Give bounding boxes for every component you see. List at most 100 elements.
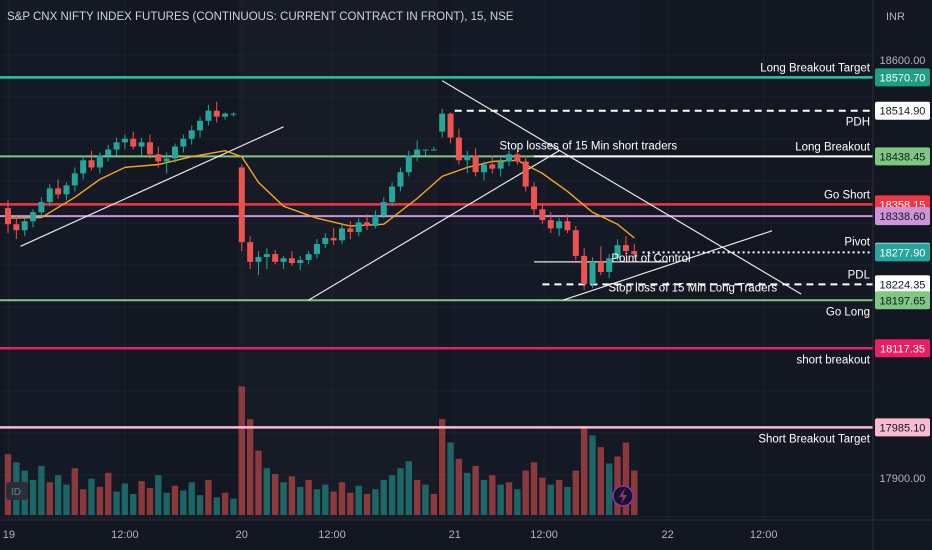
candle-body bbox=[146, 142, 153, 155]
candle-body bbox=[63, 185, 70, 195]
candle-body bbox=[547, 220, 554, 229]
price-badge-text: 18224.35 bbox=[880, 279, 926, 291]
candle-body bbox=[564, 221, 571, 231]
volume-bar bbox=[413, 479, 421, 515]
candle-body bbox=[113, 142, 120, 150]
lightning-icon[interactable] bbox=[612, 485, 634, 507]
candle-body bbox=[46, 188, 53, 203]
volume-bar bbox=[539, 477, 546, 515]
volume-bar bbox=[522, 470, 529, 515]
volume-bar bbox=[288, 476, 296, 515]
level-label: Long Breakout bbox=[795, 141, 871, 153]
candle-body bbox=[497, 161, 504, 169]
volume-bar bbox=[297, 486, 304, 515]
candle-body bbox=[480, 164, 487, 173]
volume-bar bbox=[113, 491, 120, 515]
volume-bars bbox=[4, 386, 638, 515]
volume-bar bbox=[572, 470, 579, 515]
candle-body bbox=[21, 221, 28, 231]
session-band bbox=[450, 0, 639, 550]
candle-body bbox=[238, 167, 245, 243]
candle-body bbox=[531, 186, 538, 210]
candle-body bbox=[380, 202, 387, 216]
candle-body bbox=[506, 154, 512, 162]
candle-body bbox=[397, 172, 404, 187]
price-badge bbox=[875, 207, 930, 226]
volume-bar bbox=[497, 484, 504, 515]
candle-body bbox=[364, 222, 371, 226]
volume-bar bbox=[505, 482, 513, 515]
volume-bar bbox=[88, 478, 95, 515]
candle-body bbox=[297, 260, 304, 264]
level-label: Short Breakout Target bbox=[758, 433, 870, 445]
candle-body bbox=[414, 149, 421, 156]
candle-body bbox=[581, 255, 588, 284]
candle-body bbox=[622, 245, 629, 252]
candle-body bbox=[522, 161, 529, 187]
price-badge bbox=[875, 147, 930, 166]
candle-body bbox=[80, 160, 87, 174]
volume-bar bbox=[631, 470, 638, 515]
price-badge-text: 18438.45 bbox=[880, 151, 926, 163]
volume-bar bbox=[405, 461, 412, 515]
candle-body bbox=[455, 137, 462, 161]
candle-body bbox=[205, 110, 212, 121]
candle-body bbox=[305, 254, 312, 261]
level-label: Pivot bbox=[844, 237, 870, 249]
volume-bar bbox=[213, 497, 220, 515]
price-badge bbox=[875, 275, 930, 294]
volume-bar bbox=[589, 435, 596, 515]
volume-bar bbox=[38, 465, 45, 515]
volume-bar bbox=[130, 493, 137, 515]
candle-body bbox=[389, 186, 396, 203]
volume-bar bbox=[622, 442, 630, 515]
time-tick: 12:00 bbox=[530, 529, 558, 541]
volume-bar bbox=[105, 472, 112, 515]
volume-bar bbox=[547, 484, 554, 515]
volume-bar bbox=[54, 475, 62, 515]
volume-bar bbox=[564, 486, 571, 515]
candle-body bbox=[355, 222, 362, 232]
volume-bar bbox=[263, 468, 271, 515]
candle-body bbox=[313, 243, 320, 255]
volume-bar bbox=[614, 456, 621, 515]
candle-body bbox=[222, 113, 229, 117]
candle-body bbox=[71, 173, 78, 186]
price-tick: 17900.00 bbox=[880, 473, 926, 485]
candle-body bbox=[155, 154, 162, 162]
candle-body bbox=[38, 202, 45, 213]
volume-bar bbox=[221, 492, 229, 515]
level-label: short breakout bbox=[796, 354, 870, 366]
candle-body bbox=[163, 158, 170, 162]
time-tick: 20 bbox=[236, 529, 248, 541]
volume-bar bbox=[530, 462, 538, 515]
volume-bar bbox=[439, 419, 446, 515]
price-badge bbox=[875, 291, 930, 310]
candle-body bbox=[188, 130, 195, 139]
candle-body bbox=[589, 261, 596, 284]
volume-bar bbox=[188, 482, 195, 515]
candle-body bbox=[489, 164, 496, 169]
time-tick: 21 bbox=[449, 529, 461, 541]
volume-bar bbox=[138, 481, 145, 515]
volume-bar bbox=[313, 489, 321, 515]
candle-body bbox=[631, 251, 638, 255]
volume-bar bbox=[96, 486, 104, 515]
volume-bar bbox=[472, 465, 479, 515]
candle-body bbox=[121, 138, 128, 143]
volume-bar bbox=[180, 490, 187, 515]
volume-bar bbox=[422, 484, 429, 515]
candle-body bbox=[55, 188, 62, 195]
candle-body bbox=[213, 110, 220, 117]
volume-bar bbox=[480, 479, 488, 515]
candle-body bbox=[572, 230, 579, 256]
candle-body bbox=[288, 258, 295, 264]
volume-bar bbox=[455, 458, 463, 515]
candle-body bbox=[96, 155, 103, 168]
volume-bar bbox=[255, 450, 262, 515]
moving-average-line bbox=[7, 149, 635, 239]
volume-bar bbox=[79, 489, 87, 515]
